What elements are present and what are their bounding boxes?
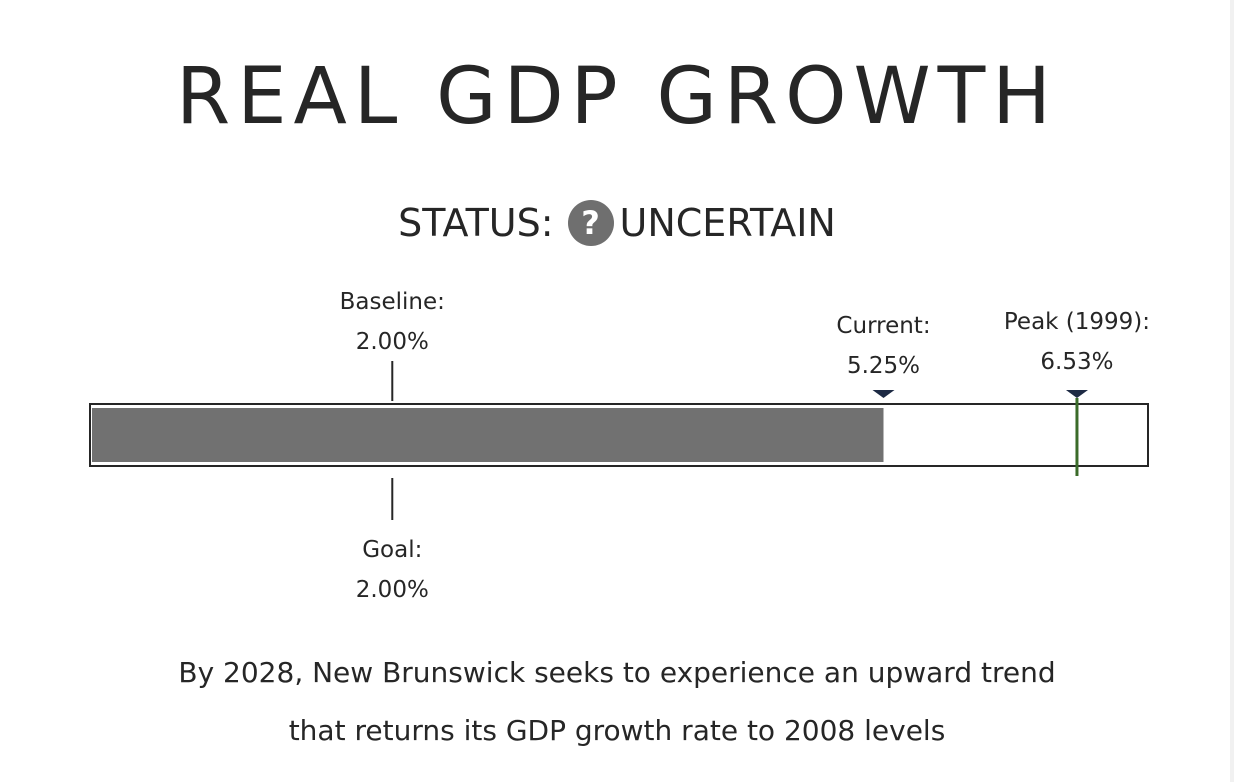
baseline-label: Baseline: 2.00% [340, 282, 445, 362]
goal-label-title: Goal: [362, 537, 423, 563]
current-label-title: Current: [836, 313, 931, 339]
caption-line-2: that returns its GDP growth rate to 2008… [288, 714, 946, 747]
current-label-value: 5.25% [846, 353, 921, 379]
caption: By 2028, New Brunswick seeks to experien… [0, 644, 1234, 760]
status-label: STATUS: [398, 201, 554, 245]
page-edge-strip [1230, 0, 1234, 782]
peak-triangle-marker [1065, 390, 1088, 398]
question-mark-icon: ? [567, 200, 614, 246]
goal-label-value: 2.00% [355, 577, 429, 603]
baseline-label-title: Baseline: [339, 289, 445, 315]
baseline-label-value: 2.00% [355, 329, 429, 355]
peak-label-value: 6.53% [1040, 349, 1114, 375]
peak-label: Peak (1999): 6.53% [1004, 302, 1150, 382]
current-value-bar [92, 408, 884, 462]
current-triangle-marker [872, 390, 895, 398]
goal-label: Goal: 2.00% [356, 530, 429, 610]
caption-line-1: By 2028, New Brunswick seeks to experien… [178, 656, 1056, 689]
current-label: Current: 5.25% [836, 306, 930, 386]
status-value: UNCERTAIN [619, 201, 836, 245]
page-title: REAL GDP GROWTH [176, 52, 1058, 142]
peak-label-title: Peak (1999): [1003, 309, 1151, 335]
status-row: STATUS: ? UNCERTAIN [0, 200, 1234, 246]
